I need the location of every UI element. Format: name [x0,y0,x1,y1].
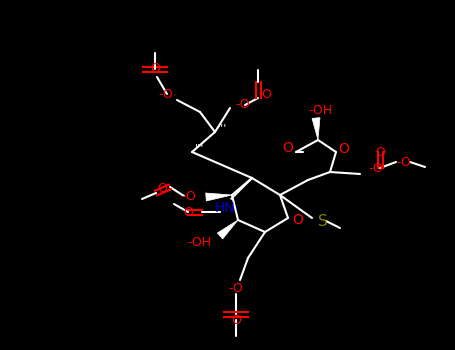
Text: -OH: -OH [188,236,212,248]
Text: -O: -O [368,161,383,175]
Text: -O: -O [181,189,196,203]
Text: O: O [261,88,271,100]
Text: O: O [150,63,160,76]
Polygon shape [312,118,320,140]
Text: -O: -O [228,281,243,294]
Text: S: S [318,214,328,229]
Text: HN: HN [215,201,235,215]
Text: O: O [293,213,303,227]
Text: O: O [339,142,349,156]
Text: -O: -O [396,155,411,168]
Text: ''': ''' [195,143,205,153]
Text: O: O [157,182,167,196]
Text: O: O [375,146,385,159]
Text: O: O [231,314,241,327]
Text: -O: -O [158,88,173,100]
Polygon shape [206,193,232,201]
Text: O: O [283,141,293,155]
Text: -O: -O [235,98,250,112]
Polygon shape [217,220,238,239]
Text: -OH: -OH [308,104,332,117]
Text: ''': ''' [218,123,228,133]
Text: O: O [183,205,193,218]
